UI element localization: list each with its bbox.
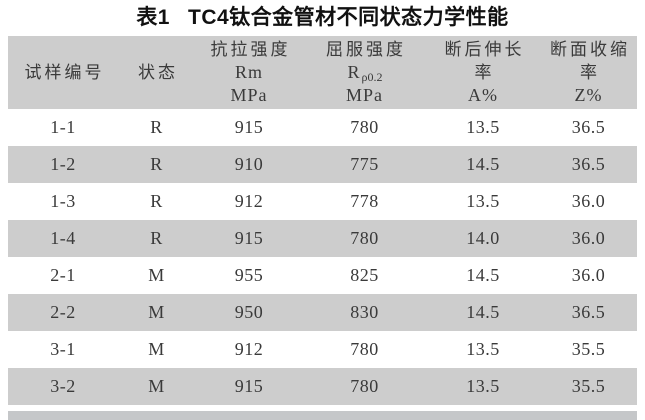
col-header-area-reduction: 断面收缩 率 Z% (540, 36, 637, 109)
cell-sample: 1-2 (50, 154, 76, 174)
cell-state: R (150, 228, 163, 248)
tensile-strength-unit: MPa (230, 85, 268, 105)
area-reduction-symbol: Z% (574, 85, 603, 105)
cell-tensile: 910 (234, 154, 264, 174)
cell-elongation: 14.5 (466, 265, 500, 285)
cell-state: M (148, 339, 165, 359)
cell-tensile: 955 (234, 265, 264, 285)
next-band-cutoff-strip (8, 411, 637, 420)
cell-elongation: 14.0 (466, 228, 500, 248)
yield-symbol-subscript: ρ0.2 (361, 70, 383, 84)
cell-tensile: 915 (234, 228, 264, 248)
cell-yield: 825 (350, 265, 379, 285)
cell-yield: 780 (350, 228, 379, 248)
table-caption: 表1 TC4钛合金管材不同状态力学性能 (0, 3, 645, 33)
col-header-tensile-strength: 抗拉强度 Rm MPa (195, 36, 303, 109)
area-reduction-name-line2: 率 (580, 63, 600, 82)
table-row: 1-4 R 915 780 14.0 36.0 (8, 220, 637, 257)
elongation-symbol: A% (468, 85, 498, 105)
cell-sample: 1-4 (50, 228, 76, 248)
table-row: 3-2 M 915 780 13.5 35.5 (8, 368, 637, 405)
cell-yield: 780 (350, 339, 379, 359)
cell-sample: 1-3 (50, 191, 76, 211)
mechanical-properties-table: 试样编号 状态 抗拉强度 Rm MPa 屈服强度 Rρ0.2 MPa 断后伸长 … (8, 36, 637, 420)
cell-tensile: 912 (234, 339, 264, 359)
cell-elongation: 13.5 (466, 117, 500, 137)
cell-sample: 3-1 (50, 339, 76, 359)
table-row: 2-2 M 950 830 14.5 36.5 (8, 294, 637, 331)
yield-strength-symbol: Rρ0.2 (347, 61, 383, 84)
cell-reduction: 36.0 (571, 228, 606, 248)
yield-strength-name: 屈服强度 (326, 40, 406, 59)
cell-elongation: 14.5 (466, 302, 500, 322)
cell-elongation: 13.5 (466, 339, 500, 359)
cell-tensile: 915 (234, 117, 264, 137)
cell-elongation: 14.5 (466, 154, 500, 174)
table-row: 1-2 R 910 775 14.5 36.5 (8, 146, 637, 183)
table-body: 1-1 R 915 780 13.5 36.5 1-2 R 910 775 14.5 36.5 1-3 R… (8, 109, 637, 405)
table-row: 3-1 M 912 780 13.5 35.5 (8, 331, 637, 368)
col-header-sample-id: 试样编号 (8, 36, 118, 109)
elongation-name-line2: 率 (474, 63, 495, 82)
col-header-yield-strength: 屈服强度 Rρ0.2 MPa (303, 36, 426, 109)
cell-tensile: 915 (234, 376, 264, 396)
table-row: 2-1 M 955 825 14.5 36.0 (8, 257, 637, 294)
cell-state: M (148, 302, 165, 322)
cell-yield: 775 (350, 154, 379, 174)
cell-reduction: 35.5 (571, 376, 606, 396)
cell-elongation: 13.5 (466, 376, 500, 396)
table-caption-number: 表1 (136, 6, 170, 29)
col-header-state-label: 状态 (138, 63, 178, 82)
cell-reduction: 36.5 (571, 154, 606, 174)
tensile-strength-symbol: Rm (234, 62, 263, 82)
area-reduction-name-line1: 断面收缩 (550, 40, 630, 59)
cell-tensile: 912 (234, 191, 264, 211)
cell-sample: 3-2 (50, 376, 76, 396)
cell-reduction: 36.0 (571, 265, 606, 285)
cell-reduction: 36.5 (571, 302, 606, 322)
cell-sample: 1-1 (50, 117, 76, 137)
cell-yield: 780 (350, 376, 379, 396)
col-header-state: 状态 (118, 36, 195, 109)
table-row: 1-1 R 915 780 13.5 36.5 (8, 109, 637, 146)
cell-state: M (148, 265, 165, 285)
col-header-sample-id-label: 试样编号 (24, 63, 105, 82)
cell-yield: 778 (350, 191, 379, 211)
cell-sample: 2-2 (50, 302, 76, 322)
col-header-elongation: 断后伸长 率 A% (426, 36, 540, 109)
cell-state: R (150, 154, 163, 174)
table-row: 1-3 R 912 778 13.5 36.0 (8, 183, 637, 220)
cell-reduction: 35.5 (571, 339, 606, 359)
cell-elongation: 13.5 (466, 191, 500, 211)
cell-yield: 780 (350, 117, 379, 137)
cell-tensile: 950 (234, 302, 264, 322)
cell-yield: 830 (350, 302, 379, 322)
elongation-name-line1: 断后伸长 (444, 40, 525, 59)
table-caption-title: TC4钛合金管材不同状态力学性能 (188, 6, 509, 29)
cell-reduction: 36.0 (571, 191, 606, 211)
tensile-strength-name: 抗拉强度 (210, 40, 291, 59)
table-header-row: 试样编号 状态 抗拉强度 Rm MPa 屈服强度 Rρ0.2 MPa 断后伸长 … (8, 36, 637, 109)
cell-state: M (148, 376, 165, 396)
cell-sample: 2-1 (50, 265, 76, 285)
cell-reduction: 36.5 (571, 117, 606, 137)
yield-strength-unit: MPa (345, 85, 383, 105)
cell-state: R (150, 117, 163, 137)
cell-state: R (150, 191, 163, 211)
yield-symbol-main: R (347, 62, 361, 82)
